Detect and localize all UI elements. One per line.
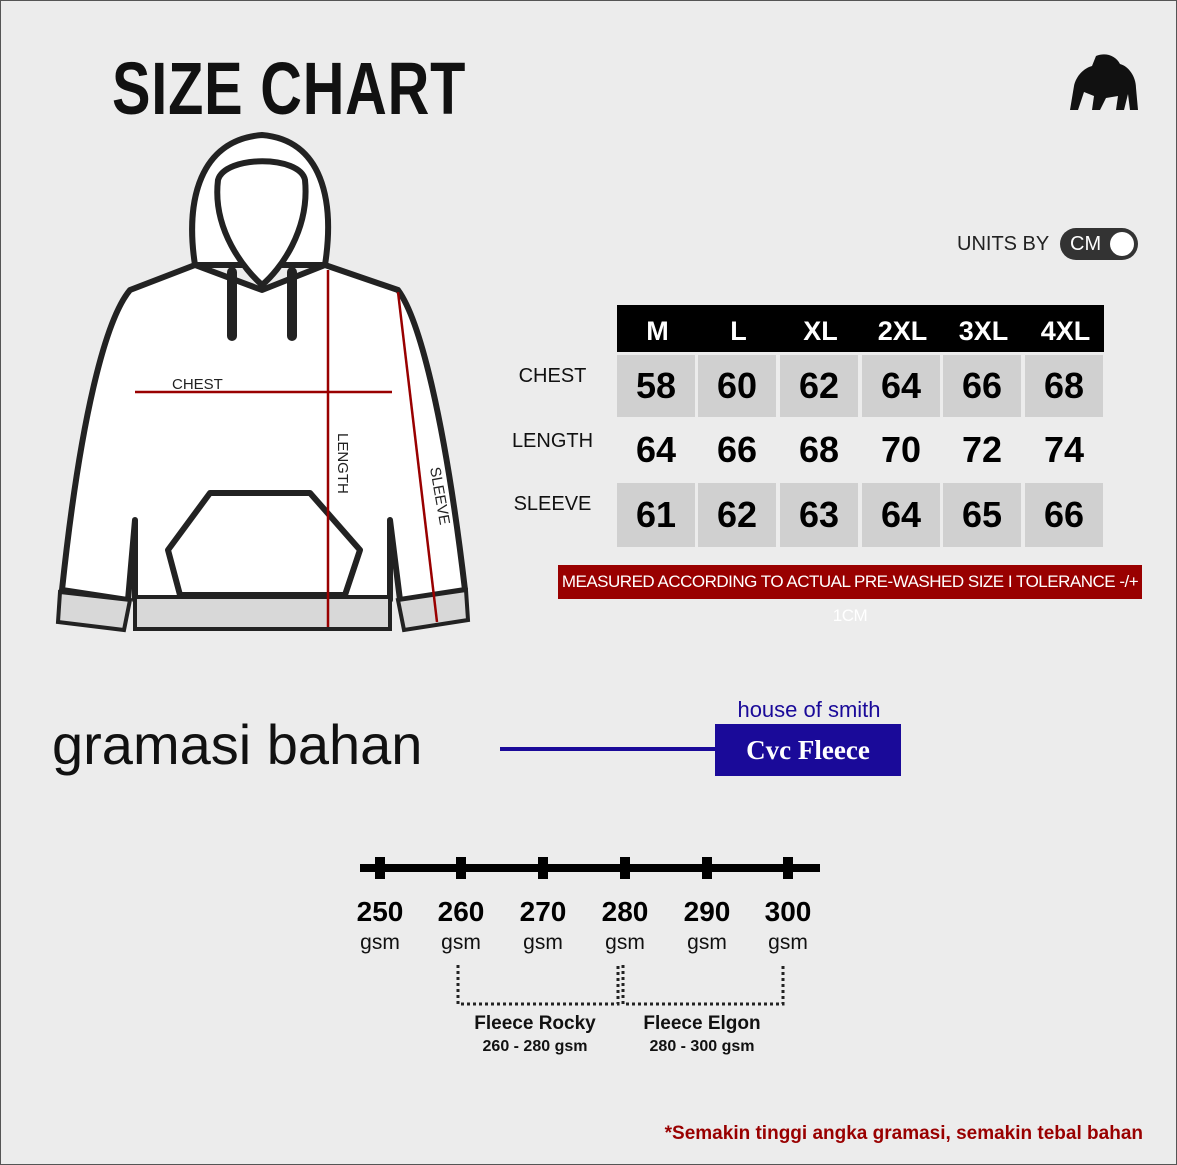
gsm-unit: gsm — [768, 931, 808, 954]
units-toggle-value: CM — [1070, 233, 1102, 255]
units-label: UNITS BY — [957, 233, 1050, 255]
range-brackets — [456, 965, 785, 1006]
size-header-l: L — [730, 316, 747, 346]
size-header-3xl: 3XL — [958, 316, 1009, 346]
gsm-unit: gsm — [523, 931, 563, 954]
fabric-heading: gramasi bahan — [52, 713, 423, 776]
size-cell: 62 — [698, 483, 776, 547]
size-cell: 65 — [943, 483, 1021, 547]
size-cell: 64 — [862, 483, 940, 547]
chest-measure-label: CHEST — [172, 376, 223, 393]
size-cell: 64 — [635, 429, 677, 470]
size-header-m: M — [646, 316, 669, 346]
row-label-chest: CHEST — [518, 365, 587, 387]
gsm-unit: gsm — [605, 931, 645, 954]
tolerance-note: MEASURED ACCORDING TO ACTUAL PRE-WASHED … — [558, 565, 1142, 625]
scale-tick — [783, 857, 793, 879]
length-measure-label: LENGTH — [334, 433, 351, 494]
size-cell: 74 — [1043, 429, 1085, 470]
size-header-2xl: 2XL — [877, 316, 928, 346]
size-cell: 68 — [798, 429, 840, 470]
brand-label: house of smith — [737, 697, 881, 722]
gsm-value: 250 — [356, 896, 404, 927]
gsm-scale-line — [360, 864, 820, 872]
scale-tick — [456, 857, 466, 879]
gorilla-logo-icon — [1070, 54, 1138, 110]
size-table-header — [617, 305, 1104, 352]
size-cell: 61 — [617, 483, 695, 547]
row-label-length: LENGTH — [511, 430, 594, 452]
gsm-unit: gsm — [441, 931, 481, 954]
scale-tick — [538, 857, 548, 879]
toggle-knob — [1110, 232, 1134, 256]
size-header-xl: XL — [803, 316, 838, 346]
size-cell: 68 — [1025, 355, 1103, 417]
size-cell: 66 — [1025, 483, 1103, 547]
size-cell: 60 — [698, 355, 776, 417]
gsm-value: 290 — [683, 896, 731, 927]
fabric-range: 260 - 280 gsm — [482, 1038, 588, 1055]
size-cell: 64 — [862, 355, 940, 417]
gsm-unit: gsm — [687, 931, 727, 954]
connector-line — [500, 747, 716, 751]
fabric-name: Fleece Elgon — [643, 1013, 761, 1034]
row-label-sleeve: SLEEVE — [513, 493, 592, 515]
size-cell: 58 — [617, 355, 695, 417]
size-header-4xl: 4XL — [1040, 316, 1091, 346]
size-cell: 62 — [780, 355, 858, 417]
size-cell: 63 — [780, 483, 858, 547]
size-cell: 66 — [943, 355, 1021, 417]
page-title: SIZE CHART — [112, 47, 467, 130]
footer-note: *Semakin tinggi angka gramasi, semakin t… — [664, 1123, 1143, 1144]
scale-tick — [620, 857, 630, 879]
fabric-name: Fleece Rocky — [474, 1013, 596, 1034]
size-cell: 66 — [716, 429, 758, 470]
scale-tick — [702, 857, 712, 879]
material-badge: Cvc Fleece — [715, 724, 901, 776]
gsm-value: 300 — [764, 896, 812, 927]
gsm-value: 280 — [601, 896, 649, 927]
gsm-value: 260 — [437, 896, 485, 927]
hoodie-illustration: CHEST LENGTH SLEEVE — [55, 132, 471, 633]
scale-tick — [375, 857, 385, 879]
size-cell: 70 — [880, 429, 922, 470]
gsm-unit: gsm — [360, 931, 400, 954]
fabric-range: 280 - 300 gsm — [649, 1038, 755, 1055]
size-cell: 72 — [961, 429, 1003, 470]
units-toggle[interactable]: CM — [1060, 228, 1138, 260]
gsm-value: 270 — [519, 896, 567, 927]
